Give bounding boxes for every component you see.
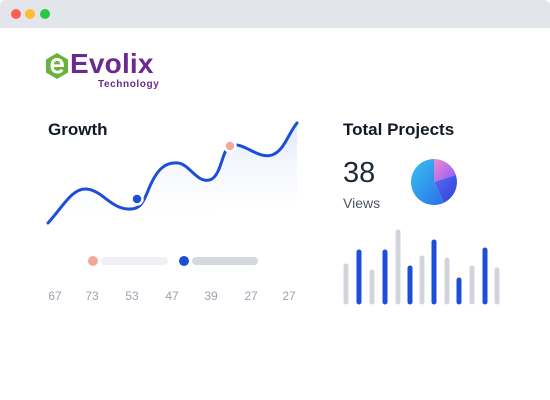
window-titlebar bbox=[0, 0, 550, 28]
growth-tick: 27 bbox=[244, 289, 258, 303]
growth-tick: 47 bbox=[165, 289, 179, 303]
minimize-window-button[interactable] bbox=[25, 9, 35, 19]
projects-count: 38 bbox=[343, 157, 376, 189]
growth-legend bbox=[88, 256, 258, 266]
growth-marker-pink bbox=[223, 139, 237, 153]
growth-tick: 39 bbox=[204, 289, 218, 303]
legend-dot-pink bbox=[88, 256, 98, 266]
projects-count-label: Views bbox=[343, 195, 381, 211]
brand-logo: Evolix Technology bbox=[44, 48, 184, 94]
growth-tick: 73 bbox=[85, 289, 99, 303]
projects-title: Total Projects bbox=[343, 120, 455, 139]
growth-tick: 27 bbox=[282, 289, 296, 303]
brand-wordmark: Evolix bbox=[70, 48, 154, 79]
maximize-window-button[interactable] bbox=[40, 9, 50, 19]
growth-marker-blue bbox=[130, 192, 144, 206]
growth-line bbox=[46, 121, 299, 225]
growth-tick: 53 bbox=[125, 289, 139, 303]
growth-area bbox=[48, 123, 297, 226]
legend-bar-gray bbox=[192, 257, 258, 265]
growth-title: Growth bbox=[48, 120, 108, 139]
projects-bar-graphic bbox=[343, 229, 500, 305]
pie-chart-icon bbox=[410, 158, 457, 205]
evolix-e-logo-icon bbox=[46, 53, 68, 79]
brand-tagline: Technology bbox=[98, 79, 160, 90]
growth-line-chart bbox=[46, 121, 299, 226]
growth-tick: 67 bbox=[48, 289, 62, 303]
legend-dot-blue bbox=[179, 256, 189, 266]
legend-bar-light bbox=[101, 257, 168, 265]
close-window-button[interactable] bbox=[11, 9, 21, 19]
